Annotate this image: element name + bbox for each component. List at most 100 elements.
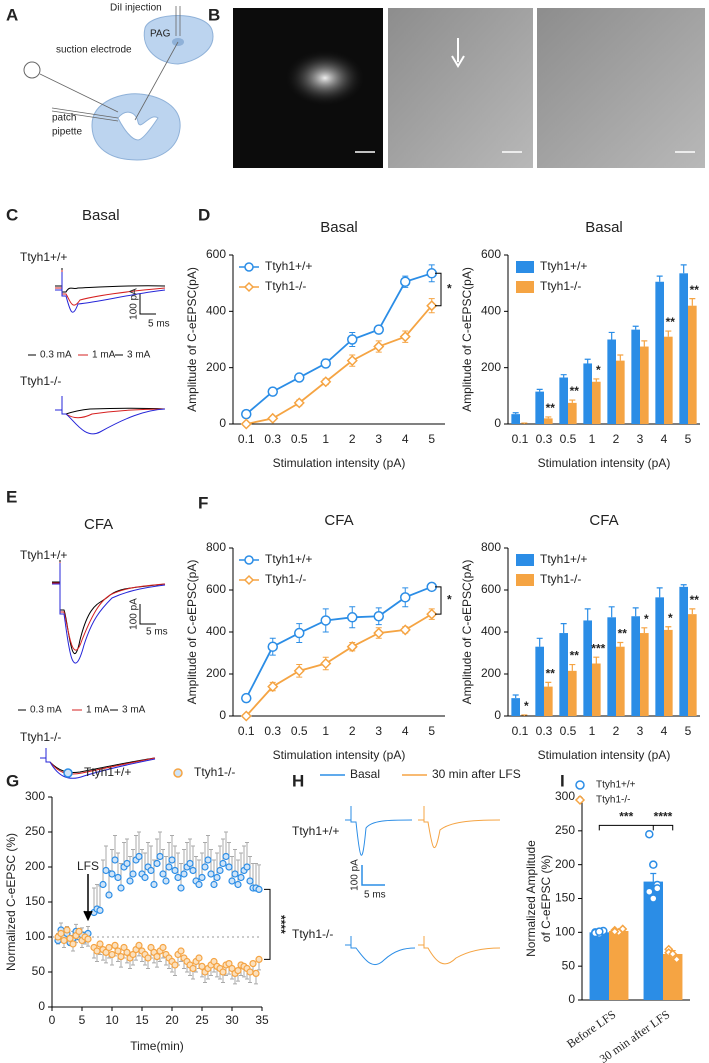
y-axis-label: Amplitude of C-eEPSC(pA) — [185, 267, 199, 412]
marker — [108, 870, 116, 878]
marker — [243, 863, 251, 871]
y-axis-label: Amplitude of C-eEPSC(pA) — [460, 560, 474, 705]
y-tick-label: 400 — [481, 304, 501, 318]
legend-label: Ttyh1+/+ — [265, 259, 312, 273]
marker — [159, 870, 167, 878]
significance-label: * — [596, 363, 601, 377]
error-bar — [257, 864, 261, 890]
x-tick-label: 5 — [428, 432, 435, 446]
data-point — [668, 949, 678, 959]
marker — [153, 952, 161, 961]
legend-label: 3 mA — [122, 705, 146, 716]
marker — [320, 376, 332, 388]
x-tick-label: 5 — [685, 432, 692, 446]
error-bar — [512, 694, 519, 699]
y-axis-label: of C-eEPSC (%) — [539, 855, 553, 942]
x-tick-label: 1 — [589, 724, 596, 738]
bar — [589, 932, 609, 1000]
legend-marker — [244, 262, 254, 272]
error-bar — [584, 358, 591, 364]
marker — [426, 608, 438, 620]
error-bar — [650, 872, 657, 882]
genotype-label: Ttyh1-/- — [20, 730, 61, 744]
x-tick-label: 5 — [685, 724, 692, 738]
marker — [186, 859, 194, 868]
trace — [52, 560, 166, 654]
x-tick-label: 0.5 — [560, 724, 577, 738]
data-point — [649, 894, 658, 903]
error-bar — [632, 325, 639, 330]
marker — [204, 856, 212, 864]
legend-label: 1 mA — [86, 705, 110, 716]
schematic: DiI injection PAG suction electrode patc… — [23, 3, 214, 161]
x-axis-label: Stimulation intensity (pA) — [538, 748, 671, 762]
error-bar — [521, 422, 528, 424]
marker — [159, 943, 167, 952]
marker — [222, 852, 230, 861]
data-point — [610, 927, 620, 937]
error-bar — [641, 340, 648, 347]
significance-label: ** — [570, 384, 580, 398]
marker — [320, 358, 331, 369]
marker — [156, 852, 164, 861]
y-axis-label: Normalized C-eEPSC (%) — [4, 833, 18, 971]
bar — [688, 614, 697, 716]
y-tick-label: 150 — [555, 891, 575, 905]
marker — [117, 884, 125, 892]
marker — [346, 641, 358, 653]
x-tick-label: 0.5 — [560, 432, 577, 446]
y-tick-label: 0 — [38, 999, 45, 1013]
bar — [592, 663, 601, 716]
error-bar — [689, 298, 696, 306]
bar — [679, 273, 688, 424]
grey-matter — [117, 111, 159, 141]
error-bar — [656, 587, 663, 598]
y-tick-label: 400 — [206, 304, 226, 318]
significance-label: ** — [546, 401, 556, 415]
marker — [93, 947, 101, 955]
legend-marker — [63, 768, 73, 778]
marker — [165, 863, 173, 871]
significance-label: * — [447, 282, 452, 296]
marker — [75, 927, 83, 936]
schematic-label: patch — [52, 113, 76, 124]
marker — [195, 880, 203, 889]
marker — [60, 936, 68, 945]
bar — [568, 670, 577, 716]
error-bar — [146, 842, 150, 867]
cell-glow — [285, 50, 365, 106]
significance-label: *** — [591, 641, 605, 655]
error-bar — [680, 264, 687, 274]
significance-label: * — [668, 611, 673, 625]
significance-bracket — [435, 586, 442, 615]
marker — [201, 863, 209, 871]
marker — [241, 692, 252, 704]
error-bar — [170, 835, 174, 860]
x-tick-label: 10 — [105, 1013, 119, 1027]
legend-label: Ttyh1+/+ — [596, 780, 636, 791]
data-point — [618, 924, 628, 934]
y-tick-label: 200 — [481, 360, 501, 374]
error-bar — [536, 637, 543, 647]
bar — [607, 339, 616, 424]
x-tick-label: 3 — [637, 432, 644, 446]
marker — [162, 877, 170, 885]
panel-label: H — [292, 771, 304, 790]
error-bar — [560, 623, 567, 634]
x-tick-label: 0.3 — [264, 724, 281, 738]
marker — [234, 966, 242, 975]
data-point — [595, 927, 604, 936]
legend-label: Ttyh1-/- — [265, 572, 306, 586]
marker — [150, 880, 158, 889]
bar — [544, 418, 553, 424]
marker — [117, 952, 125, 961]
y-tick-label: 100 — [555, 925, 575, 939]
bar — [583, 620, 592, 716]
y-tick-label: 150 — [25, 894, 45, 908]
marker — [216, 866, 224, 875]
marker — [267, 641, 278, 652]
marker — [126, 877, 134, 885]
error-bar — [191, 845, 195, 871]
marker — [246, 877, 254, 885]
